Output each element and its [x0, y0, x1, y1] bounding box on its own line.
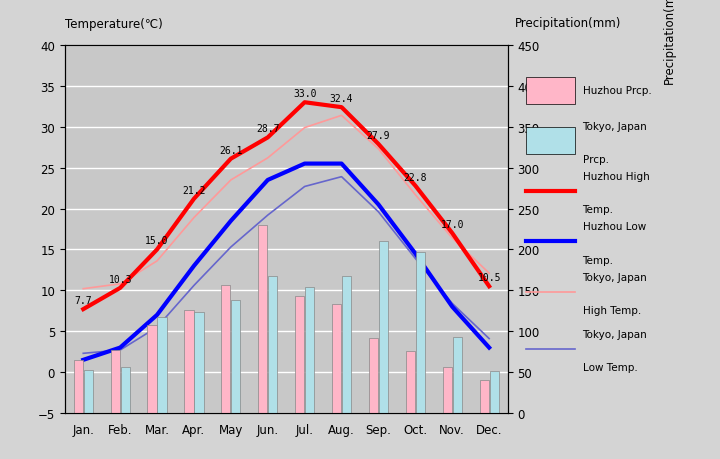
Bar [158, 318, 166, 413]
Text: 10.5: 10.5 [477, 273, 501, 283]
FancyBboxPatch shape [526, 78, 575, 105]
Bar [111, 350, 120, 413]
Bar [369, 338, 378, 413]
Bar [406, 351, 415, 413]
Text: 10.3: 10.3 [109, 274, 132, 284]
Text: 26.1: 26.1 [219, 145, 243, 155]
Text: Temp.: Temp. [582, 255, 613, 265]
Bar [443, 367, 452, 413]
Text: 7.7: 7.7 [74, 296, 92, 305]
Text: 27.9: 27.9 [366, 130, 390, 140]
Y-axis label: Precipitation(mm): Precipitation(mm) [662, 0, 675, 84]
Bar [342, 276, 351, 413]
Bar [120, 367, 130, 413]
Text: Low Temp.: Low Temp. [582, 363, 637, 372]
Bar [332, 305, 341, 413]
Text: Tokyo, Japan: Tokyo, Japan [582, 272, 647, 282]
Bar [453, 337, 462, 413]
Bar [221, 286, 230, 413]
Text: 17.0: 17.0 [441, 219, 464, 230]
Text: Huzhou Prcp.: Huzhou Prcp. [582, 86, 652, 96]
Bar [415, 252, 425, 413]
Text: Huzhou High: Huzhou High [582, 172, 649, 181]
Text: Tokyo, Japan: Tokyo, Japan [582, 121, 647, 131]
Bar [184, 310, 194, 413]
Text: Tokyo, Japan: Tokyo, Japan [582, 329, 647, 339]
Bar [480, 381, 489, 413]
Bar [268, 276, 277, 413]
Bar [73, 360, 83, 413]
Bar [295, 297, 305, 413]
Text: 15.0: 15.0 [145, 236, 168, 246]
Text: Huzhou Low: Huzhou Low [582, 222, 646, 232]
Bar [490, 371, 499, 413]
Text: 22.8: 22.8 [404, 172, 427, 182]
Text: High Temp.: High Temp. [582, 306, 641, 315]
Bar [258, 225, 267, 413]
Text: 32.4: 32.4 [330, 94, 354, 104]
Text: Precipitation(mm): Precipitation(mm) [515, 17, 621, 30]
Bar [305, 287, 314, 413]
Bar [148, 326, 157, 413]
Text: 21.2: 21.2 [182, 185, 206, 195]
Bar [84, 371, 93, 413]
Bar [379, 242, 388, 413]
FancyBboxPatch shape [526, 128, 575, 155]
Bar [231, 301, 240, 413]
Text: Temp.: Temp. [582, 205, 613, 215]
Text: Temperature(℃): Temperature(℃) [65, 18, 163, 31]
Text: Prcp.: Prcp. [582, 155, 608, 165]
Bar [194, 312, 204, 413]
Text: 28.7: 28.7 [256, 124, 279, 134]
Text: 33.0: 33.0 [293, 89, 316, 99]
